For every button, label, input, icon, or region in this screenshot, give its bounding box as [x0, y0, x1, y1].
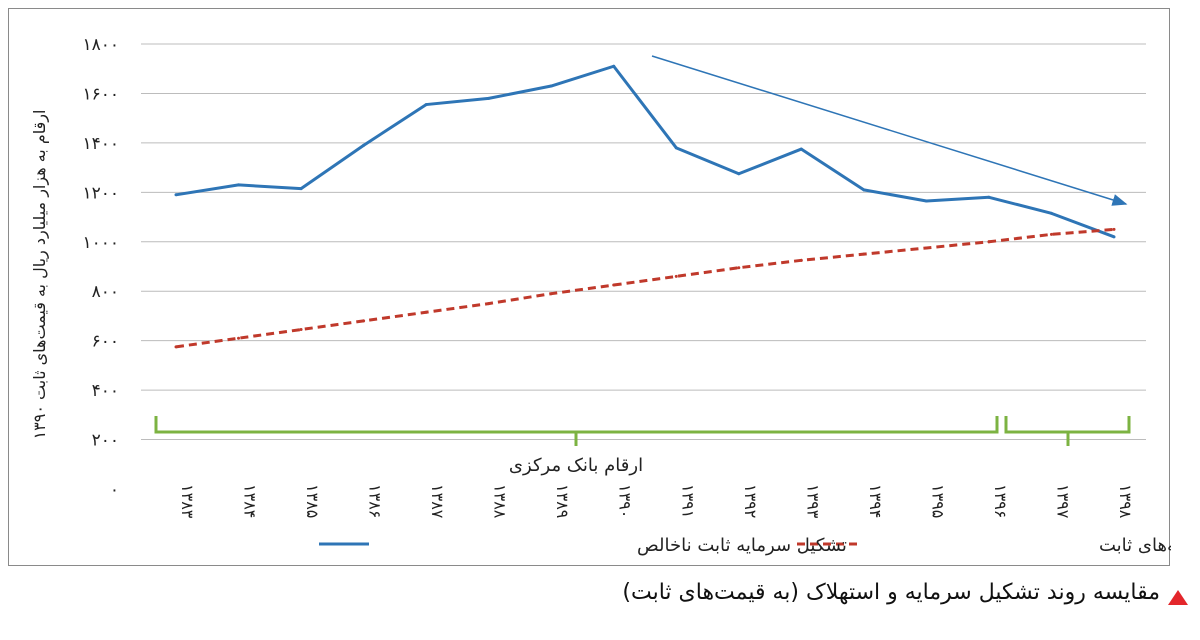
y-tick-label: ۱۲۰۰	[82, 183, 119, 203]
y-tick-label: ۱۶۰۰	[82, 84, 119, 104]
data-point	[237, 336, 241, 340]
data-point	[799, 258, 803, 262]
data-point	[924, 199, 928, 203]
trend-arrow	[651, 55, 1128, 206]
data-point	[362, 143, 366, 147]
x-tick-label: ۱۳۸۷	[428, 484, 447, 519]
data-point	[862, 188, 866, 192]
y-tick-label: ۴۰۰	[92, 381, 119, 401]
data-point	[612, 283, 616, 287]
data-point	[362, 319, 366, 323]
y-axis-title: ارقام به هزار میلیارد ریال به قیمت‌های ث…	[30, 110, 50, 440]
bracket-central-bank	[154, 416, 999, 434]
x-tick-label: ۱۳۸۸	[491, 484, 510, 519]
y-tick-label: ۰	[110, 480, 119, 500]
x-tick-label: ۱۳۸۵	[303, 484, 322, 518]
bracket-label: ارقام بانک مرکزی	[509, 455, 643, 476]
y-tick-label: ۱۰۰۰	[82, 233, 119, 253]
x-tick-label: ۱۳۹۸	[1116, 484, 1135, 519]
data-point	[299, 328, 303, 332]
data-point	[299, 187, 303, 191]
data-point	[174, 345, 178, 349]
legend-label: تشکیل سرمایه ثابت ناخالص	[637, 535, 847, 556]
y-tick-label: ۸۰۰	[92, 282, 119, 302]
data-point	[174, 193, 178, 197]
data-point	[237, 183, 241, 187]
red-triangle-icon	[1168, 590, 1188, 605]
line-chart: ۰ ۲۰۰ ۴۰۰ ۶۰۰ ۸۰۰ ۱۰۰۰ ۱۲۰۰ ۱۴۰۰ ۱۶۰۰ ۱۸۰۰ ارقام ب…	[30, 35, 1171, 556]
data-point	[987, 195, 991, 199]
x-tick-label: ۱۳۹۴	[866, 484, 885, 518]
series-line-1	[175, 64, 1115, 239]
data-point	[987, 240, 991, 244]
x-tick-label: ۱۳۹۲	[741, 484, 760, 518]
data-point	[1112, 235, 1116, 239]
bracket-forecast	[1004, 416, 1131, 434]
y-tick-label: ۱۸۰۰	[82, 35, 119, 55]
data-point	[424, 103, 428, 107]
x-tick-label: ۱۳۹۱	[678, 484, 697, 518]
legend-label: استهلاک سرمایه‌های ثابت	[1099, 535, 1171, 556]
x-tick-label: ۱۳۸۶	[366, 484, 385, 518]
data-point	[674, 274, 678, 278]
data-point	[1112, 227, 1116, 231]
data-point	[549, 84, 553, 88]
data-point	[1049, 232, 1053, 236]
data-point	[1049, 211, 1053, 215]
x-tick-label: ۱۳۸۹	[553, 484, 572, 518]
x-tick-label: ۱۳۹۶	[991, 484, 1010, 518]
data-point	[924, 246, 928, 250]
series-line-2	[175, 227, 1115, 349]
x-tick-label: ۱۳۹۳	[803, 484, 822, 519]
data-point	[799, 147, 803, 151]
data-point	[737, 266, 741, 270]
data-point	[424, 310, 428, 314]
chart-container: ۰ ۲۰۰ ۴۰۰ ۶۰۰ ۸۰۰ ۱۰۰۰ ۱۲۰۰ ۱۴۰۰ ۱۶۰۰ ۱۸۰۰ ارقام ب…	[8, 8, 1171, 566]
x-tick-label: ۱۳۸۳	[178, 484, 197, 519]
x-tick-label: ۱۳۸۴	[241, 484, 260, 518]
x-tick-label: ۱۳۹۷	[1053, 484, 1072, 519]
data-point	[612, 64, 616, 68]
data-point	[674, 146, 678, 150]
data-point	[549, 292, 553, 296]
data-point	[487, 96, 491, 100]
x-tick-label: ۱۳۹۰	[616, 484, 635, 518]
y-tick-label: ۶۰۰	[92, 332, 119, 352]
data-point	[487, 302, 491, 306]
data-point	[862, 252, 866, 256]
y-tick-label: ۲۰۰	[92, 431, 119, 451]
y-tick-label: ۱۴۰۰	[82, 134, 119, 154]
x-tick-label: ۱۳۹۵	[928, 484, 947, 518]
data-point	[737, 172, 741, 176]
figure-caption: مقایسه روند تشکیل سرمایه و استهلاک (به ق…	[622, 580, 1160, 605]
